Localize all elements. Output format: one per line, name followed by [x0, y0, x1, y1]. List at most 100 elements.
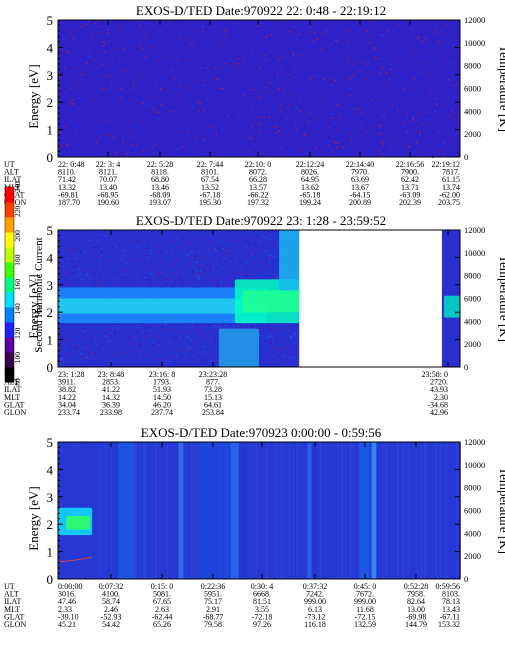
- row-label: GLON: [4, 198, 26, 207]
- table-cell: 97.26: [253, 620, 271, 629]
- table-cell: 144.79: [405, 620, 427, 629]
- table-cell: 15.13: [204, 393, 222, 402]
- intensity-region: [58, 298, 268, 314]
- intensity-region: [443, 295, 460, 318]
- y-tick-label: 2: [47, 95, 54, 110]
- table-cell: 22: 5:28: [147, 160, 173, 169]
- table-cell: 200.89: [349, 198, 371, 207]
- y-axis-label: Energy [eV]: [26, 486, 41, 550]
- y2-tick-label: 4000: [464, 528, 481, 538]
- table-cell: 67.54: [201, 175, 219, 184]
- table-cell: 78.13: [442, 597, 460, 606]
- row-label: GLON: [4, 620, 26, 629]
- y2-tick-label: 10000: [464, 248, 485, 258]
- table-cell: 7817.: [442, 168, 460, 177]
- colorbar-label: Second Harmonic Current: [33, 237, 45, 352]
- row-label: ALT: [4, 168, 19, 177]
- y2-tick-label: 2000: [464, 339, 481, 349]
- table-cell: 64.95: [301, 175, 319, 184]
- table-cell: 22:19:12: [432, 160, 460, 169]
- table-cell: 22: 7:44: [197, 160, 223, 169]
- intensity-stripe: [359, 442, 370, 579]
- table-cell: 23: 8:48: [98, 370, 124, 379]
- table-cell: 5081.: [153, 590, 171, 599]
- colorbar-segment: [5, 352, 14, 368]
- colorbar-segment: [5, 322, 14, 338]
- table-cell: 63.69: [351, 175, 369, 184]
- row-label: GLAT: [4, 612, 25, 621]
- table-cell: 70.07: [99, 175, 117, 184]
- table-cell: 877.: [206, 378, 220, 387]
- table-cell: 36.39: [102, 400, 120, 409]
- table-cell: 13.43: [442, 605, 460, 614]
- y-tick-label: 3: [47, 490, 54, 505]
- colorbar-segment: [5, 307, 14, 323]
- colorbar-segment: [5, 262, 14, 278]
- table-cell: 58.74: [102, 597, 120, 606]
- table-cell: 23:23:28: [199, 370, 227, 379]
- table-cell: -72.18: [252, 612, 273, 621]
- data-gap: [299, 230, 442, 367]
- intensity-stripe: [178, 442, 184, 579]
- panel-title: EXOS-D/TED Date:970922 23: 1:28 - 23:59:…: [136, 213, 386, 228]
- table-cell: 2.33: [58, 605, 72, 614]
- y2-tick-label: 0: [464, 362, 468, 372]
- plot-frame: [57, 229, 461, 368]
- y-tick-label: 2: [47, 305, 54, 320]
- table-cell: -67.18: [200, 190, 221, 199]
- y-tick-label: 5: [47, 223, 54, 238]
- y2-tick-label: 4000: [464, 316, 481, 326]
- table-cell: 2.63: [155, 605, 169, 614]
- colorbar-frame: [4, 186, 15, 383]
- y-tick-label: 4: [47, 462, 54, 477]
- table-cell: -69.98: [406, 612, 427, 621]
- table-cell: 233.98: [100, 408, 122, 417]
- table-cell: -68.95: [98, 190, 119, 199]
- table-cell: -73.12: [305, 612, 326, 621]
- y2-tick-label: 2000: [464, 129, 481, 139]
- colorbar-segment: [5, 187, 14, 203]
- table-cell: -68.77: [203, 612, 224, 621]
- table-cell: 51.93: [153, 385, 171, 394]
- table-cell: -66.22: [248, 190, 269, 199]
- table-cell: 8121.: [99, 168, 117, 177]
- colorbar-tick-label: 180: [13, 254, 22, 266]
- y2-axis-label: Temperature [K]: [497, 467, 505, 554]
- colorbar-tick-label: 200: [13, 230, 22, 242]
- table-cell: -72.15: [355, 612, 376, 621]
- colorbar-tick-label: 100: [13, 352, 22, 364]
- table-cell: 8103.: [442, 590, 460, 599]
- ephemeris-table: UTALTILATMLTGLATGLON23: 1:283911.38.8214…: [4, 370, 448, 417]
- y-tick-label: 3: [47, 278, 54, 293]
- table-cell: 203.75: [438, 198, 460, 207]
- y2-tick-label: 4000: [464, 106, 481, 116]
- plot-frame: [57, 441, 461, 580]
- table-cell: 47.46: [58, 597, 76, 606]
- table-cell: 13.46: [151, 183, 169, 192]
- table-cell: 66.28: [249, 175, 267, 184]
- table-cell: 73.28: [204, 385, 222, 394]
- intensity-stripe: [230, 442, 239, 579]
- panel-title: EXOS-D/TED Date:970922 22: 0:48 - 22:19:…: [136, 3, 386, 18]
- y-tick-label: 2: [47, 517, 54, 532]
- table-cell: 195.30: [199, 198, 221, 207]
- y2-tick-label: 0: [464, 574, 468, 584]
- table-cell: -39.10: [58, 612, 79, 621]
- y2-tick-label: 8000: [464, 271, 481, 281]
- y2-axis-label: Temperature [K]: [497, 45, 505, 132]
- row-label: ILAT: [4, 385, 21, 394]
- spectrogram-panel-2: EXOS-D/TED Date:970922 23: 1:28 - 23:59:…: [4, 213, 505, 417]
- row-label: GLAT: [4, 400, 25, 409]
- table-cell: 0:00:00: [58, 582, 82, 591]
- y-tick-label: 0: [47, 360, 54, 375]
- row-label: GLAT: [4, 190, 25, 199]
- row-label: ILAT: [4, 175, 21, 184]
- y-tick-label: 3: [47, 68, 54, 83]
- colorbar-tick-label: 140: [13, 303, 22, 315]
- y-tick-label: 1: [47, 545, 54, 560]
- intensity-region: [66, 515, 91, 530]
- table-cell: 0:30: 4: [251, 582, 273, 591]
- row-label: ILAT: [4, 597, 21, 606]
- y-axis-label: Energy [eV]: [26, 274, 41, 338]
